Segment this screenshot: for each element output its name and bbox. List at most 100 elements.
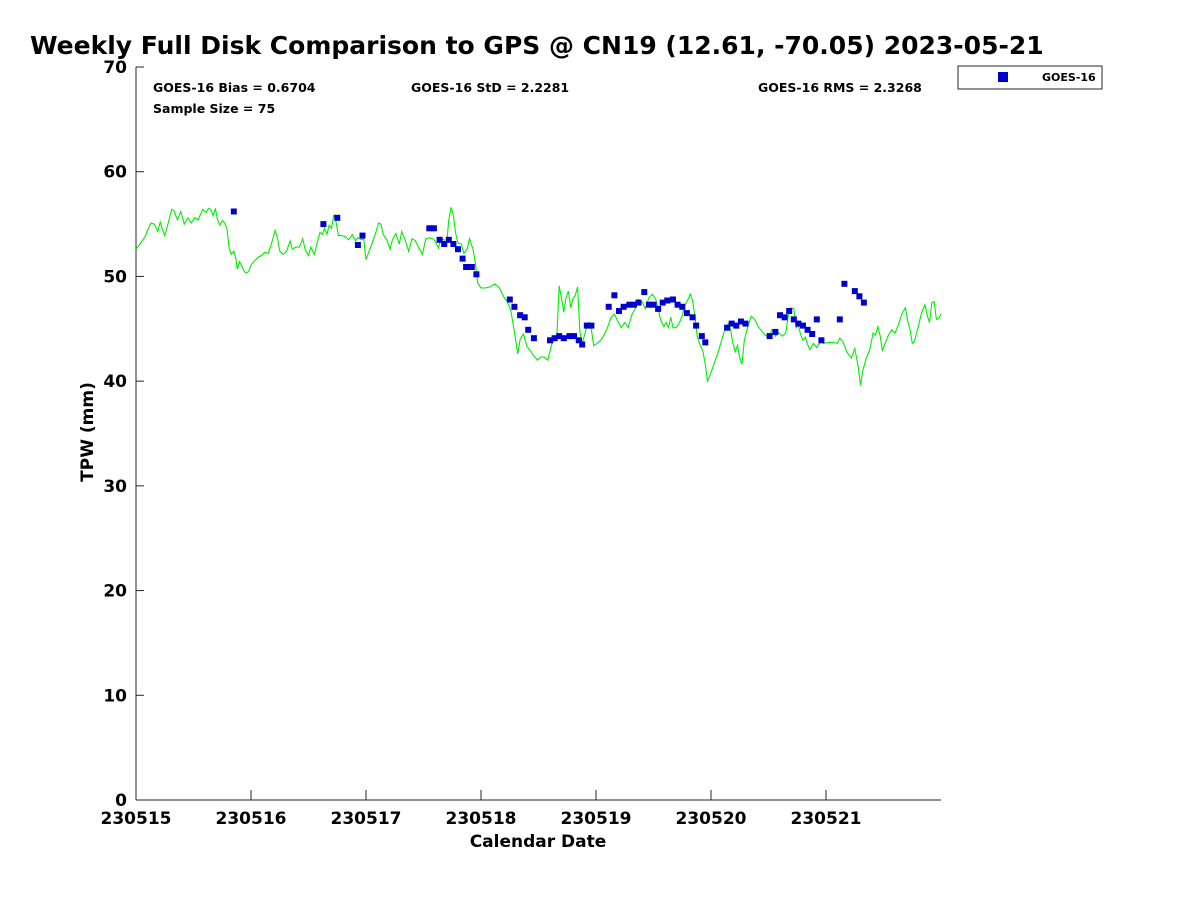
goes16-point bbox=[605, 303, 612, 310]
goes16-point bbox=[334, 214, 341, 221]
goes16-point bbox=[790, 316, 797, 323]
legend-box bbox=[957, 65, 1103, 90]
goes16-point bbox=[841, 280, 848, 287]
goes16-point bbox=[575, 337, 582, 344]
goes16-point bbox=[655, 305, 662, 312]
y-tick-label: 40 bbox=[103, 372, 127, 392]
goes16-point bbox=[359, 232, 366, 239]
goes16-point bbox=[556, 333, 563, 340]
goes16-point bbox=[851, 288, 858, 295]
goes16-point bbox=[650, 301, 657, 308]
x-tick-label: 230515 bbox=[101, 809, 172, 829]
y-tick-label: 0 bbox=[115, 791, 127, 811]
goes16-point bbox=[800, 322, 806, 329]
goes16-point bbox=[674, 301, 681, 308]
goes16-point bbox=[463, 264, 470, 270]
goes16-point bbox=[566, 333, 573, 340]
goes16-point bbox=[813, 316, 820, 323]
goes16-point bbox=[230, 208, 237, 215]
goes16-point bbox=[441, 241, 448, 247]
goes16-point bbox=[860, 299, 867, 306]
goes16-point bbox=[430, 225, 437, 232]
goes16-point bbox=[728, 320, 735, 327]
goes16-point bbox=[320, 221, 327, 228]
goes16-point bbox=[436, 236, 443, 243]
goes16-point bbox=[459, 255, 466, 262]
y-tick-label: 30 bbox=[103, 477, 127, 497]
std-annotation: GOES-16 StD = 2.2281 bbox=[411, 80, 569, 95]
goes16-point bbox=[737, 318, 744, 325]
series-layer bbox=[135, 207, 942, 386]
x-tick-label: 230520 bbox=[676, 809, 747, 829]
x-tick-label: 230519 bbox=[561, 809, 632, 829]
goes16-point bbox=[809, 331, 816, 337]
goes16-point bbox=[551, 335, 558, 342]
goes16-point bbox=[641, 289, 648, 296]
goes16-point bbox=[664, 297, 671, 304]
goes16-point bbox=[626, 301, 633, 308]
y-tick-label: 70 bbox=[103, 58, 127, 78]
goes16-point bbox=[670, 296, 676, 303]
y-tick-label: 10 bbox=[103, 686, 127, 706]
goes16-point bbox=[766, 333, 773, 340]
goes16-point bbox=[426, 225, 433, 232]
goes16-point bbox=[560, 335, 567, 342]
goes16-point bbox=[588, 322, 595, 329]
y-tick-label: 50 bbox=[103, 267, 127, 287]
y-tick-label: 20 bbox=[103, 582, 127, 602]
goes16-point bbox=[620, 303, 627, 310]
axes bbox=[135, 67, 941, 801]
sample-size-annotation: Sample Size = 75 bbox=[153, 101, 275, 116]
goes16-point bbox=[689, 314, 696, 321]
goes16-point bbox=[450, 241, 457, 247]
goes16-point bbox=[777, 312, 783, 319]
goes16-point bbox=[724, 324, 731, 331]
goes16-point bbox=[698, 333, 705, 340]
bias-annotation: GOES-16 Bias = 0.6704 bbox=[153, 80, 316, 95]
goes16-point bbox=[702, 339, 709, 346]
goes16-point bbox=[521, 314, 528, 321]
goes16-point bbox=[517, 312, 524, 319]
goes16-point bbox=[786, 308, 793, 314]
goes16-point bbox=[804, 326, 811, 333]
goes16-point bbox=[818, 337, 825, 344]
x-tick-label: 230517 bbox=[331, 809, 402, 829]
goes16-point bbox=[354, 242, 361, 248]
goes16-point bbox=[836, 316, 843, 323]
goes16-point bbox=[772, 328, 779, 335]
goes16-point bbox=[645, 301, 652, 308]
goes16-point bbox=[506, 296, 513, 303]
goes16-point bbox=[733, 322, 740, 329]
goes16-point bbox=[635, 299, 642, 306]
y-axis-label: TPW (mm) bbox=[78, 382, 98, 482]
ticks: 0 10 20 30 40 50 60 70 230515 230516 230517 230518 2… bbox=[101, 58, 862, 829]
goes16-point bbox=[571, 333, 578, 340]
goes16-point bbox=[856, 293, 863, 300]
goes16-point bbox=[659, 299, 666, 306]
goes16-point bbox=[679, 303, 686, 310]
legend: GOES-16 bbox=[957, 65, 1103, 90]
goes16-point bbox=[547, 337, 553, 344]
gps-line bbox=[135, 207, 942, 386]
goes16-point bbox=[583, 322, 590, 329]
goes16-point bbox=[579, 341, 586, 348]
goes16-point bbox=[781, 314, 788, 321]
goes16-point bbox=[511, 303, 518, 310]
goes16-point bbox=[631, 301, 637, 308]
rms-annotation: GOES-16 RMS = 2.3268 bbox=[758, 80, 922, 95]
goes16-point bbox=[530, 335, 537, 342]
legend-label-goes16: GOES-16 bbox=[1042, 71, 1096, 84]
goes16-point bbox=[468, 264, 475, 270]
goes16-point bbox=[683, 310, 690, 317]
goes16-point bbox=[473, 271, 480, 278]
chart-title: Weekly Full Disk Comparison to GPS @ CN1… bbox=[30, 31, 1044, 60]
x-axis-label: Calendar Date bbox=[470, 832, 607, 852]
goes16-point bbox=[445, 236, 452, 243]
goes16-point bbox=[525, 326, 532, 333]
goes16-point bbox=[611, 292, 618, 299]
x-tick-label: 230521 bbox=[791, 809, 862, 829]
goes16-point bbox=[616, 308, 622, 314]
x-tick-label: 230516 bbox=[216, 809, 287, 829]
